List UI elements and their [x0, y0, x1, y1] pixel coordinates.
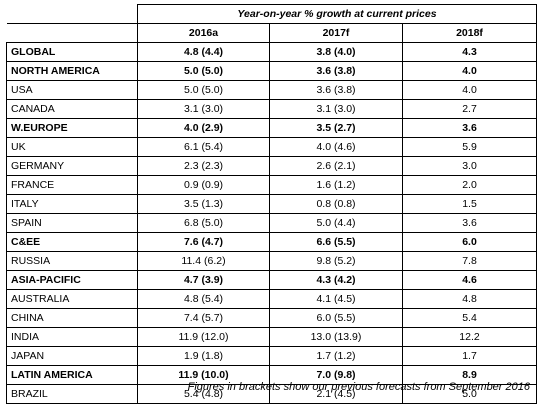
region-name: NORTH AMERICA: [6, 61, 138, 81]
value-2016: 4.0 (2.9): [137, 118, 270, 138]
region-name: GERMANY: [6, 156, 138, 176]
value-2017: 13.0 (13.9): [269, 327, 403, 347]
value-2018: 5.4: [402, 308, 537, 328]
value-2017: 3.5 (2.7): [269, 118, 403, 138]
table-row: UK 6.1 (5.4) 4.0 (4.6) 5.9: [6, 137, 537, 157]
value-2017: 4.3 (4.2): [269, 270, 403, 290]
value-2018: 3.0: [402, 156, 537, 176]
table-row: INDIA 11.9 (12.0) 13.0 (13.9) 12.2: [6, 327, 537, 347]
value-2017: 1.7 (1.2): [269, 346, 403, 366]
value-2016: 7.4 (5.7): [137, 308, 270, 328]
table-row: GERMANY 2.3 (2.3) 2.6 (2.1) 3.0: [6, 156, 537, 176]
value-2016: 7.6 (4.7): [137, 232, 270, 252]
table-row: USA 5.0 (5.0) 3.6 (3.8) 4.0: [6, 80, 537, 100]
table-row: JAPAN 1.9 (1.8) 1.7 (1.2) 1.7: [6, 346, 537, 366]
value-2018: 4.6: [402, 270, 537, 290]
corner-cell: [6, 23, 138, 43]
table-row: AUSTRALIA 4.8 (5.4) 4.1 (4.5) 4.8: [6, 289, 537, 309]
table-row: C&EE 7.6 (4.7) 6.6 (5.5) 6.0: [6, 232, 537, 252]
value-2016: 4.7 (3.9): [137, 270, 270, 290]
header-2016: 2016a: [137, 23, 270, 43]
region-name: ITALY: [6, 194, 138, 214]
region-name: INDIA: [6, 327, 138, 347]
table-row: W.EUROPE 4.0 (2.9) 3.5 (2.7) 3.6: [6, 118, 537, 138]
value-2016: 11.4 (6.2): [137, 251, 270, 271]
region-name: LATIN AMERICA: [6, 365, 138, 385]
value-2017: 4.0 (4.6): [269, 137, 403, 157]
value-2017: 0.8 (0.8): [269, 194, 403, 214]
value-2016: 3.1 (3.0): [137, 99, 270, 119]
region-name: C&EE: [6, 232, 138, 252]
table-row: ASIA-PACIFIC 4.7 (3.9) 4.3 (4.2) 4.6: [6, 270, 537, 290]
region-name: RUSSIA: [6, 251, 138, 271]
region-name: CHINA: [6, 308, 138, 328]
value-2017: 5.0 (4.4): [269, 213, 403, 233]
value-2016: 4.8 (4.4): [137, 42, 270, 62]
table-row: NORTH AMERICA 5.0 (5.0) 3.6 (3.8) 4.0: [6, 61, 537, 81]
value-2017: 3.1 (3.0): [269, 99, 403, 119]
table-row: CHINA 7.4 (5.7) 6.0 (5.5) 5.4: [6, 308, 537, 328]
header-2017: 2017f: [269, 23, 403, 43]
table-row: ITALY 3.5 (1.3) 0.8 (0.8) 1.5: [6, 194, 537, 214]
value-2017: 3.6 (3.8): [269, 61, 403, 81]
value-2018: 2.7: [402, 99, 537, 119]
region-name: SPAIN: [6, 213, 138, 233]
corner-cell: [6, 4, 138, 24]
region-name: FRANCE: [6, 175, 138, 195]
value-2017: 6.6 (5.5): [269, 232, 403, 252]
table-body: GLOBAL 4.8 (4.4) 3.8 (4.0) 4.3 NORTH AMERICA…: [6, 42, 537, 404]
value-2018: 12.2: [402, 327, 537, 347]
region-name: USA: [6, 80, 138, 100]
value-2018: 7.8: [402, 251, 537, 271]
region-name: W.EUROPE: [6, 118, 138, 138]
region-name: CANADA: [6, 99, 138, 119]
region-name: AUSTRALIA: [6, 289, 138, 309]
value-2016: 11.9 (12.0): [137, 327, 270, 347]
header-row: 2016a 2017f 2018f: [6, 23, 537, 43]
value-2018: 4.0: [402, 61, 537, 81]
region-name: JAPAN: [6, 346, 138, 366]
value-2016: 6.8 (5.0): [137, 213, 270, 233]
header-2018: 2018f: [402, 23, 537, 43]
value-2017: 3.8 (4.0): [269, 42, 403, 62]
region-name: GLOBAL: [6, 42, 138, 62]
region-name: ASIA-PACIFIC: [6, 270, 138, 290]
value-2017: 6.0 (5.5): [269, 308, 403, 328]
value-2017: 4.1 (4.5): [269, 289, 403, 309]
table-caption: Year-on-year % growth at current prices: [137, 4, 537, 24]
value-2018: 6.0: [402, 232, 537, 252]
value-2017: 9.8 (5.2): [269, 251, 403, 271]
value-2018: 5.9: [402, 137, 537, 157]
value-2018: 4.0: [402, 80, 537, 100]
value-2017: 1.6 (1.2): [269, 175, 403, 195]
table-row: GLOBAL 4.8 (4.4) 3.8 (4.0) 4.3: [6, 42, 537, 62]
value-2018: 1.7: [402, 346, 537, 366]
table-row: CANADA 3.1 (3.0) 3.1 (3.0) 2.7: [6, 99, 537, 119]
value-2016: 5.0 (5.0): [137, 80, 270, 100]
value-2016: 6.1 (5.4): [137, 137, 270, 157]
value-2018: 4.8: [402, 289, 537, 309]
table-row: SPAIN 6.8 (5.0) 5.0 (4.4) 3.6: [6, 213, 537, 233]
region-name: UK: [6, 137, 138, 157]
value-2016: 0.9 (0.9): [137, 175, 270, 195]
growth-table: Year-on-year % growth at current prices …: [6, 4, 537, 404]
value-2018: 2.0: [402, 175, 537, 195]
table-row: FRANCE 0.9 (0.9) 1.6 (1.2) 2.0: [6, 175, 537, 195]
caption-row: Year-on-year % growth at current prices: [6, 4, 537, 24]
value-2018: 3.6: [402, 118, 537, 138]
region-name: BRAZIL: [6, 384, 138, 404]
value-2016: 1.9 (1.8): [137, 346, 270, 366]
value-2016: 4.8 (5.4): [137, 289, 270, 309]
value-2016: 5.0 (5.0): [137, 61, 270, 81]
value-2018: 3.6: [402, 213, 537, 233]
value-2018: 4.3: [402, 42, 537, 62]
value-2016: 3.5 (1.3): [137, 194, 270, 214]
table-row: RUSSIA 11.4 (6.2) 9.8 (5.2) 7.8: [6, 251, 537, 271]
value-2016: 2.3 (2.3): [137, 156, 270, 176]
value-2018: 1.5: [402, 194, 537, 214]
footnote: Figures in brackets show our previous fo…: [187, 381, 530, 393]
value-2017: 3.6 (3.8): [269, 80, 403, 100]
value-2017: 2.6 (2.1): [269, 156, 403, 176]
